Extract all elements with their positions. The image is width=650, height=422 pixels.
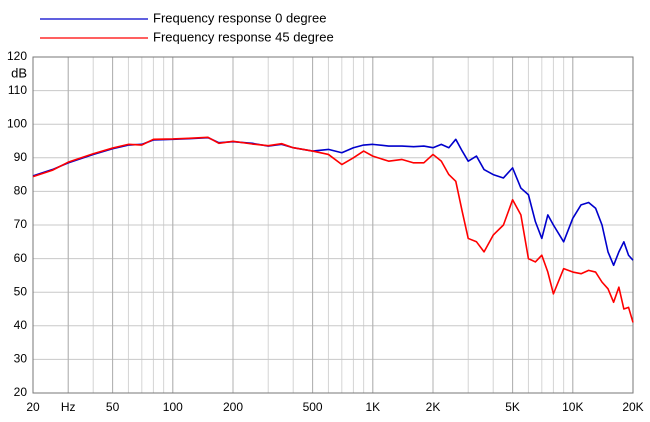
x-tick-label: 1K: [365, 400, 380, 414]
series-line: [32, 136, 634, 267]
x-tick-label: 500: [303, 400, 323, 414]
y-tick-label: 70: [14, 217, 28, 231]
y-tick-label: 40: [14, 318, 28, 332]
y-tick-label: 60: [14, 251, 28, 265]
x-tick-label: 100: [163, 400, 183, 414]
x-tick-label: 2K: [426, 400, 441, 414]
y-axis-label: dB: [11, 65, 27, 80]
y-tick-label: 80: [14, 184, 28, 198]
y-tick-label: 120: [7, 49, 27, 63]
legend-label: Frequency response 45 degree: [153, 29, 334, 44]
x-tick-label: 200: [223, 400, 243, 414]
legend-label: Frequency response 0 degree: [153, 10, 326, 25]
x-tick-label: 50: [106, 400, 120, 414]
x-tick-label: 10K: [562, 400, 583, 414]
x-tick-label: Hz: [61, 400, 76, 414]
series-line: [32, 136, 634, 323]
y-tick-label: 110: [8, 83, 27, 97]
y-tick-label: 30: [14, 352, 28, 366]
x-tick-label: 20K: [622, 400, 643, 414]
y-tick-label: 50: [14, 284, 28, 298]
y-tick-label: 100: [7, 116, 27, 130]
y-tick-label: 90: [14, 150, 28, 164]
plot-frame: [32, 56, 634, 394]
x-tick-label: 20: [26, 400, 40, 414]
x-tick-label: 5K: [505, 400, 520, 414]
y-tick-label: 20: [14, 385, 28, 399]
